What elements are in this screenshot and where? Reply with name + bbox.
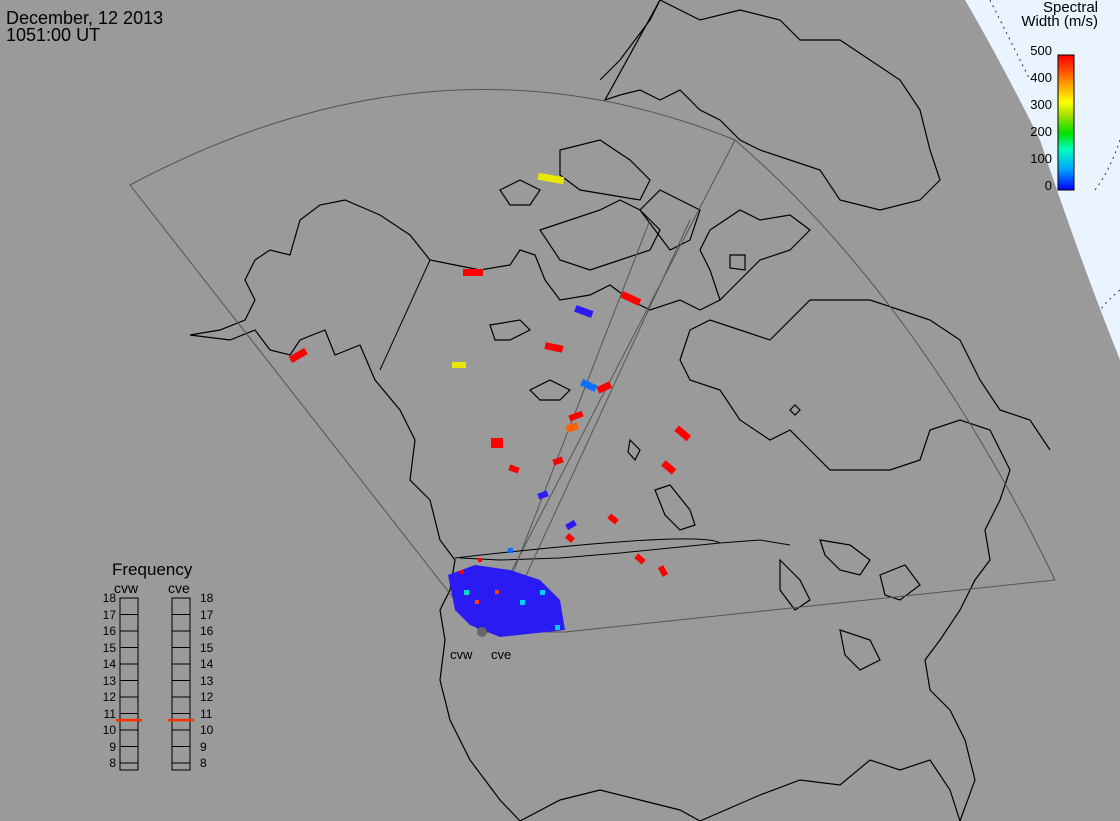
echo-patch <box>634 553 646 565</box>
frequency-scale-label: 8 <box>200 756 207 770</box>
echo-patch <box>288 347 308 363</box>
frequency-bars <box>116 597 194 771</box>
echo-cell <box>460 570 464 574</box>
far-echoes <box>288 172 692 577</box>
radar-site-marker <box>477 627 487 637</box>
echo-patch <box>544 342 564 353</box>
colorbar-tick: 100 <box>1030 151 1052 166</box>
echo-patch <box>552 456 564 466</box>
frequency-column-cvw: cvw <box>114 580 139 596</box>
fov-outline <box>129 88 1056 633</box>
frequency-scale-label: 12 <box>102 690 116 704</box>
colorbar-tick: 400 <box>1030 70 1052 85</box>
echo-cell <box>495 590 499 594</box>
frequency-scale-label: 11 <box>200 706 213 721</box>
echo-patch <box>607 513 619 525</box>
fov-lat-line <box>454 538 721 559</box>
frequency-bar-cvw <box>119 597 139 771</box>
cluster-fill <box>448 565 565 637</box>
echo-patch <box>620 291 642 306</box>
echo-patch <box>565 533 575 543</box>
time-label: 1051:00 UT <box>6 25 101 45</box>
frequency-scale-label: 9 <box>109 739 116 754</box>
echo-cell <box>555 625 560 630</box>
echo-patch <box>537 490 549 500</box>
echo-patch <box>537 172 565 185</box>
frequency-scale-label: 12 <box>200 690 214 704</box>
echo-patch <box>661 460 677 475</box>
frequency-scale-label: 17 <box>102 607 116 622</box>
colorbar-tick: 500 <box>1030 43 1052 58</box>
colorbar-tick: 300 <box>1030 97 1052 112</box>
echo-cell <box>464 590 469 595</box>
frequency-scale-label: 13 <box>102 673 116 688</box>
frequency-scale-label: 14 <box>102 657 116 671</box>
echo-cell <box>508 548 513 553</box>
fov-inner-line-2 <box>499 219 691 633</box>
frequency-column-cve: cve <box>168 580 190 596</box>
colorbar-tick: 0 <box>1044 178 1052 193</box>
frequency-scale-label: 16 <box>200 624 214 638</box>
radar-fov <box>129 88 1056 633</box>
frequency-scale-label: 16 <box>102 624 116 638</box>
echo-patch <box>568 410 584 422</box>
echo-patch <box>580 378 598 393</box>
frequency-scale-label: 10 <box>200 723 214 737</box>
colorbar-title-line1: Spectral <box>1042 0 1098 16</box>
frequency-scale-label: 11 <box>103 706 116 721</box>
echo-patch <box>491 438 503 448</box>
daylight-terminator <box>965 0 1120 360</box>
echo-patch <box>452 362 466 368</box>
frequency-scale-label: 15 <box>200 640 214 655</box>
frequency-bar-cve <box>171 597 191 771</box>
frequency-scale-label: 10 <box>102 723 116 737</box>
frequency-scale-label: 14 <box>200 657 214 671</box>
echo-cell <box>520 600 525 605</box>
frequency-scale-label: 18 <box>102 591 116 605</box>
borders <box>379 259 791 561</box>
echo-patch <box>565 422 580 433</box>
colorbar-title-line2: Width (m/s) <box>1021 13 1098 30</box>
frequency-scale-label: 13 <box>200 673 214 688</box>
colorbar <box>1057 54 1075 191</box>
echo-patch <box>596 381 613 394</box>
date-label: December, 12 2013 <box>6 8 164 28</box>
coastlines <box>189 0 1051 821</box>
site-label-cve: cve <box>491 647 512 662</box>
frequency-title: Frequency <box>112 560 193 579</box>
echo-cell <box>475 600 479 604</box>
echo-patch <box>657 565 669 577</box>
echo-patch <box>565 519 577 531</box>
frequency-scale-label: 8 <box>109 756 116 770</box>
frequency-scale-label: 17 <box>200 607 214 622</box>
echo-cell <box>540 590 545 595</box>
echo-patch <box>674 425 692 442</box>
frequency-scale-label: 9 <box>200 739 207 754</box>
echo-patch <box>574 305 594 318</box>
colorbar-tick: 200 <box>1030 124 1052 139</box>
backscatter-cluster <box>448 548 565 637</box>
echo-patch <box>463 269 483 276</box>
echo-cell <box>478 558 482 562</box>
frequency-scale-label: 15 <box>102 640 116 655</box>
site-label-cvw: cvw <box>450 647 473 662</box>
frequency-scale-label: 18 <box>200 591 214 605</box>
echo-patch <box>508 464 520 474</box>
